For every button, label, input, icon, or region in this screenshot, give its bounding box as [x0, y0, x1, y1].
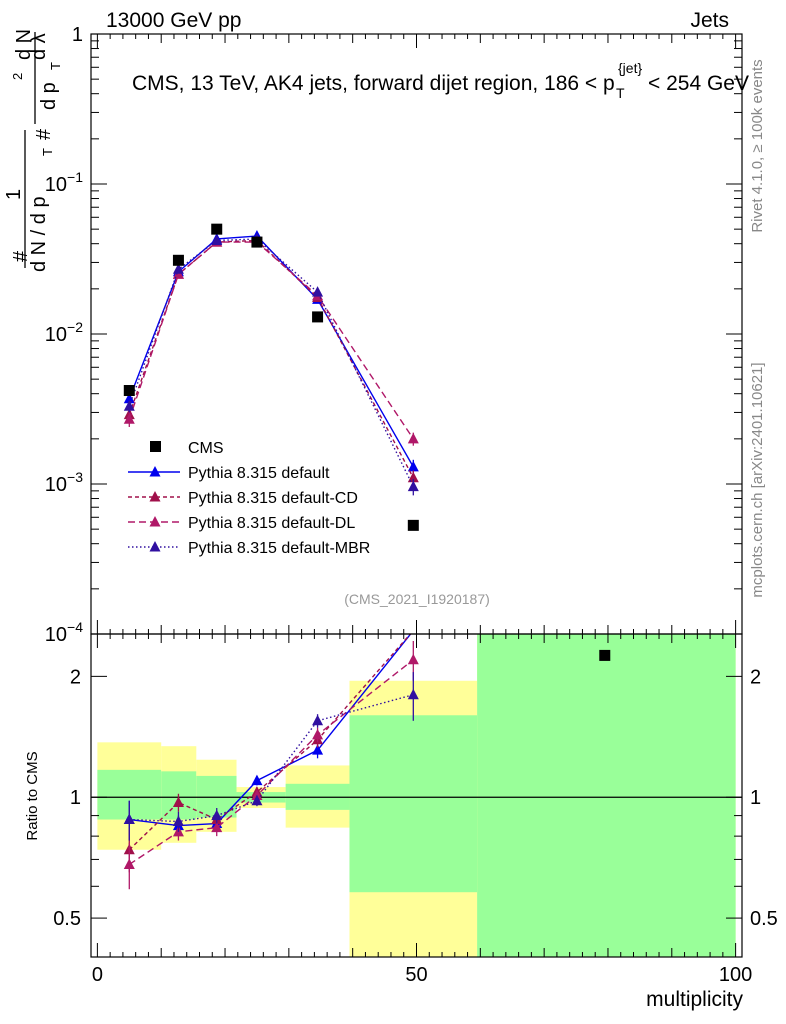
cms-data-point-5: [407, 519, 419, 531]
ratio-point-pythia-8-315-default-dl-4: [312, 728, 324, 740]
ratio-y-tick-label-right-0: 0.5: [750, 908, 778, 930]
main-line-pythia-8-315-default-dl: [128, 241, 414, 440]
ratio-point-pythia-8-315-default-dl-5: [407, 653, 419, 665]
title-subscript: T: [616, 85, 625, 101]
legend-marker-pythia-8-315-default: [149, 466, 161, 477]
energy-label: 13000 GeV pp: [106, 9, 241, 32]
ratio-band-1sigma-5: [349, 715, 478, 893]
ratio-point-pythia-8-315-default-mbr-4: [312, 714, 324, 726]
main-point-pythia-8-315-default-cd-5: [407, 471, 419, 483]
ratio-point-pythia-8-315-default-dl-3: [251, 789, 263, 800]
ratio-series-curves: [123, 634, 419, 890]
cms-data-point-3: [251, 236, 263, 248]
mcplots-label: mcplots.cern.ch [arXiv:2401.10621]: [749, 362, 766, 597]
legend-label-pythia-8-315-default-cd: Pythia 8.315 default-CD: [188, 490, 358, 507]
main-point-pythia-8-315-default-0: [123, 392, 135, 404]
plot-title: CMS, 13 TeV, AK4 jets, forward dijet reg…: [132, 60, 749, 101]
main-line-pythia-8-315-default-cd: [128, 239, 414, 479]
x-tick-label-1: 50: [405, 964, 427, 986]
ratio-line-pythia-8-315-default-mbr: [129, 694, 414, 823]
legend-label-pythia-8-315-default-dl: Pythia 8.315 default-DL: [188, 515, 355, 532]
ratio-point-pythia-8-315-default-4: [312, 744, 324, 755]
ratio-y-tick-label-right-2: 2: [750, 666, 761, 688]
legend: CMS Pythia 8.315 default Pythia 8.315 defa…: [128, 440, 370, 557]
ylabel-dlambda: d λ: [28, 33, 50, 60]
main-point-pythia-8-315-default-mbr-4: [312, 286, 324, 297]
ylabel-hash-1: #: [10, 250, 32, 262]
main-y-tick-label-1: 10−1: [45, 169, 83, 196]
ratio-y-axis-label: Ratio to CMS: [24, 751, 41, 840]
main-y-tick-label-3: 10−3: [45, 469, 83, 496]
ylabel-inner-numerator: d N: [13, 29, 35, 60]
ratio-y-tick-label-left-0: 0.5: [53, 908, 81, 930]
legend-marker-pythia-8-315-default-mbr: [149, 541, 161, 552]
rivet-version-label: Rivet 4.1.0, ≥ 100k events: [749, 59, 766, 232]
main-line-pythia-8-315-default: [128, 235, 414, 468]
main-point-pythia-8-315-default-5: [407, 460, 419, 472]
ratio-point-pythia-8-315-default-dl-2: [211, 821, 223, 833]
ratio-line-pythia-8-315-default: [129, 634, 412, 827]
ylabel-hash-2: #: [33, 128, 55, 140]
x-tick-label-0: 0: [92, 964, 103, 986]
ratio-band-1sigma-6: [477, 634, 736, 957]
ratio-point-pythia-8-315-default-3: [251, 774, 263, 786]
ratio-y-tick-label-left-2: 2: [70, 666, 81, 688]
cms-data-point-6: [599, 649, 611, 661]
legend-label-pythia-8-315-default-mbr: Pythia 8.315 default-MBR: [188, 540, 370, 557]
ylabel-denominator-sub: T: [40, 148, 55, 156]
main-point-pythia-8-315-default-dl-5: [407, 432, 419, 444]
ratio-point-pythia-8-315-default-mbr-5: [407, 688, 419, 700]
ylabel-inner-denominator: d p: [38, 82, 60, 110]
ratio-uncertainty-bands: [97, 634, 736, 957]
ratio-line-pythia-8-315-default-dl: [128, 659, 414, 866]
ylabel-inner-denominator-sub: T: [48, 62, 63, 70]
title-prefix: CMS, 13 TeV, AK4 jets, forward dijet reg…: [132, 72, 597, 95]
ylabel-one: 1: [3, 189, 25, 200]
ratio-point-pythia-8-315-default-mbr-2: [211, 809, 223, 821]
x-tick-label-2: 100: [719, 964, 752, 986]
ylabel-denominator: d N / d p: [28, 196, 50, 272]
legend-marker-cms: [150, 441, 161, 452]
ratio-y-tick-label-right-1: 1: [750, 787, 761, 809]
main-point-pythia-8-315-default-mbr-0: [123, 400, 135, 411]
main-y-tick-label-4: 10−4: [45, 619, 83, 646]
axis-tick-labels: 1 10−1 10−2 10−3 10−4 0.5 0.5 1 1 2 2 0 50 100: [45, 24, 778, 986]
cms-data-point-0: [123, 385, 135, 397]
ratio-point-pythia-8-315-default-dl-0: [123, 858, 135, 869]
legend-marker-pythia-8-315-default-dl: [149, 516, 161, 527]
analysis-id: (CMS_2021_I1920187): [344, 591, 490, 607]
main-y-tick-label-0: 1: [72, 24, 83, 46]
main-point-pythia-8-315-default-mbr-2: [211, 234, 223, 246]
main-line-pythia-8-315-default-mbr: [128, 238, 414, 487]
legend-label-pythia-8-315-default: Pythia 8.315 default: [188, 465, 330, 482]
main-point-pythia-8-315-default-mbr-1: [172, 263, 184, 274]
main-y-axis-label: # 1 d N / d p T # 2 d N d p T d λ: [3, 29, 63, 272]
ylabel-d2-superscript: 2: [10, 73, 25, 80]
legend-marker-pythia-8-315-default-cd: [149, 491, 161, 502]
category-label: Jets: [690, 9, 729, 32]
cms-data-point-2: [211, 223, 223, 235]
title-superscript: {jet}: [618, 60, 642, 76]
main-y-tick-label-2: 10−2: [45, 319, 83, 346]
ratio-point-pythia-8-315-default-cd-1: [172, 796, 184, 808]
main-point-pythia-8-315-default-dl-0: [123, 413, 135, 424]
axis-ticks: [91, 33, 742, 958]
title-suffix: < 254 GeV: [648, 72, 749, 95]
title-p: p: [603, 72, 615, 95]
ratio-point-pythia-8-315-default-mbr-0: [123, 813, 135, 825]
main-point-pythia-8-315-default-mbr-5: [407, 480, 419, 492]
main-series-curves: [123, 230, 419, 496]
cms-data-point-4: [312, 311, 324, 323]
ratio-point-pythia-8-315-default-mbr-1: [172, 815, 184, 827]
ratio-point-pythia-8-315-default-mbr-3: [251, 794, 263, 806]
x-axis-label: multiplicity: [646, 988, 743, 1011]
main-data-points: [123, 223, 611, 661]
legend-label-cms: CMS: [188, 440, 224, 457]
ratio-y-tick-label-left-1: 1: [70, 787, 81, 809]
cms-data-point-1: [172, 254, 184, 266]
